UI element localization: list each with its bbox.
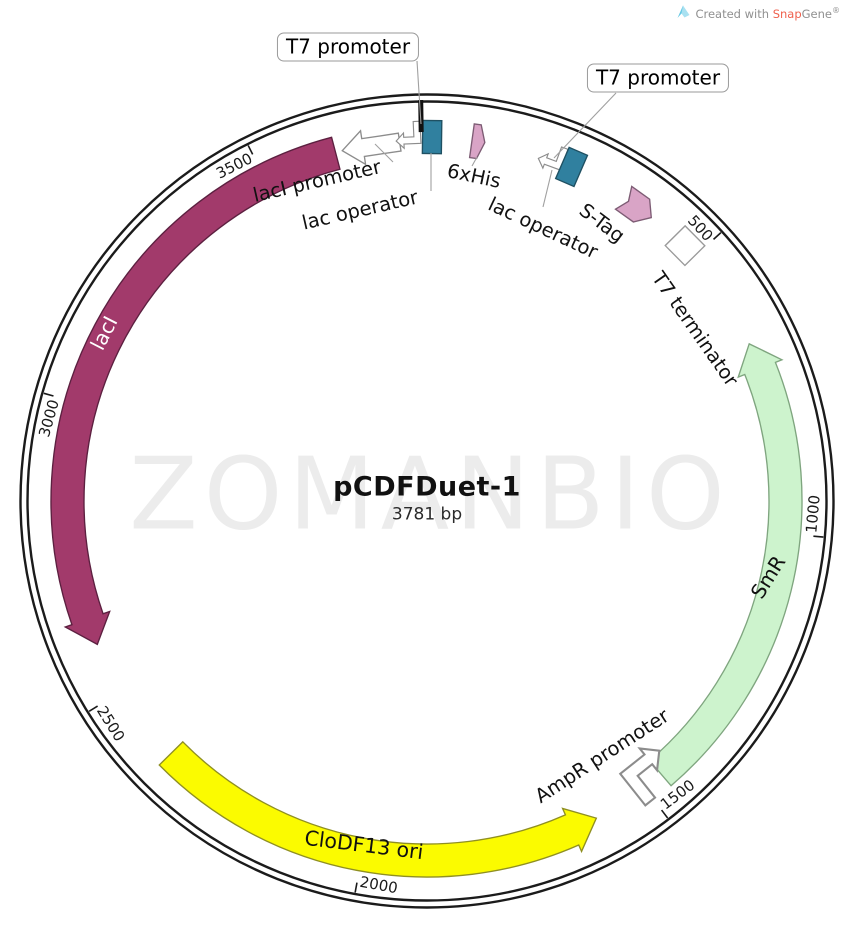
feature-6xHis <box>468 123 486 160</box>
backbone-ring-1 <box>19 93 835 909</box>
brand-gene: Gene <box>801 6 832 21</box>
snapgene-logo-icon <box>676 4 691 23</box>
tick-mark-1500 <box>660 809 669 819</box>
feature-S-Tag <box>614 185 653 223</box>
credit-text: Created with SnapGene® <box>695 6 840 21</box>
feature-SmR <box>648 342 803 787</box>
backbone-ring-2 <box>26 100 828 902</box>
plasmid-name: pCDFDuet-1 <box>333 471 521 503</box>
tick-mark-2500 <box>88 705 99 712</box>
callout-line-6 <box>471 156 478 167</box>
tick-mark-500 <box>712 232 722 240</box>
registered-mark: ® <box>832 6 840 16</box>
feature-lac-operator-1 <box>421 119 443 155</box>
feature-AmpR-promoter <box>618 747 661 807</box>
callout-line-1 <box>416 60 422 125</box>
plasmid-title-block: pCDFDuet-1 3781 bp <box>333 472 521 525</box>
feature-T7-promoter-1 <box>395 120 422 150</box>
feature-T7-promoter-2 <box>537 146 569 171</box>
brand-snap: Snap <box>772 6 802 21</box>
tick-mark-3000 <box>43 392 54 397</box>
feature-T7-terminator <box>664 224 706 267</box>
plasmid-size: 3781 bp <box>391 504 463 525</box>
watermark: ZOMANBIO <box>129 435 731 553</box>
callout-line-4 <box>542 169 553 208</box>
tick-mark-3500 <box>247 145 254 155</box>
feature-CloDF13-ori <box>158 740 598 878</box>
tick-mark-1000 <box>813 535 824 538</box>
feature-lac-operator-2 <box>554 146 589 188</box>
feature-lacI <box>50 136 341 646</box>
callout-line-5 <box>374 143 394 163</box>
snapgene-credit: Created with SnapGene® <box>676 4 840 23</box>
callout-line-2 <box>553 92 617 159</box>
tick-mark-2000 <box>354 882 358 893</box>
